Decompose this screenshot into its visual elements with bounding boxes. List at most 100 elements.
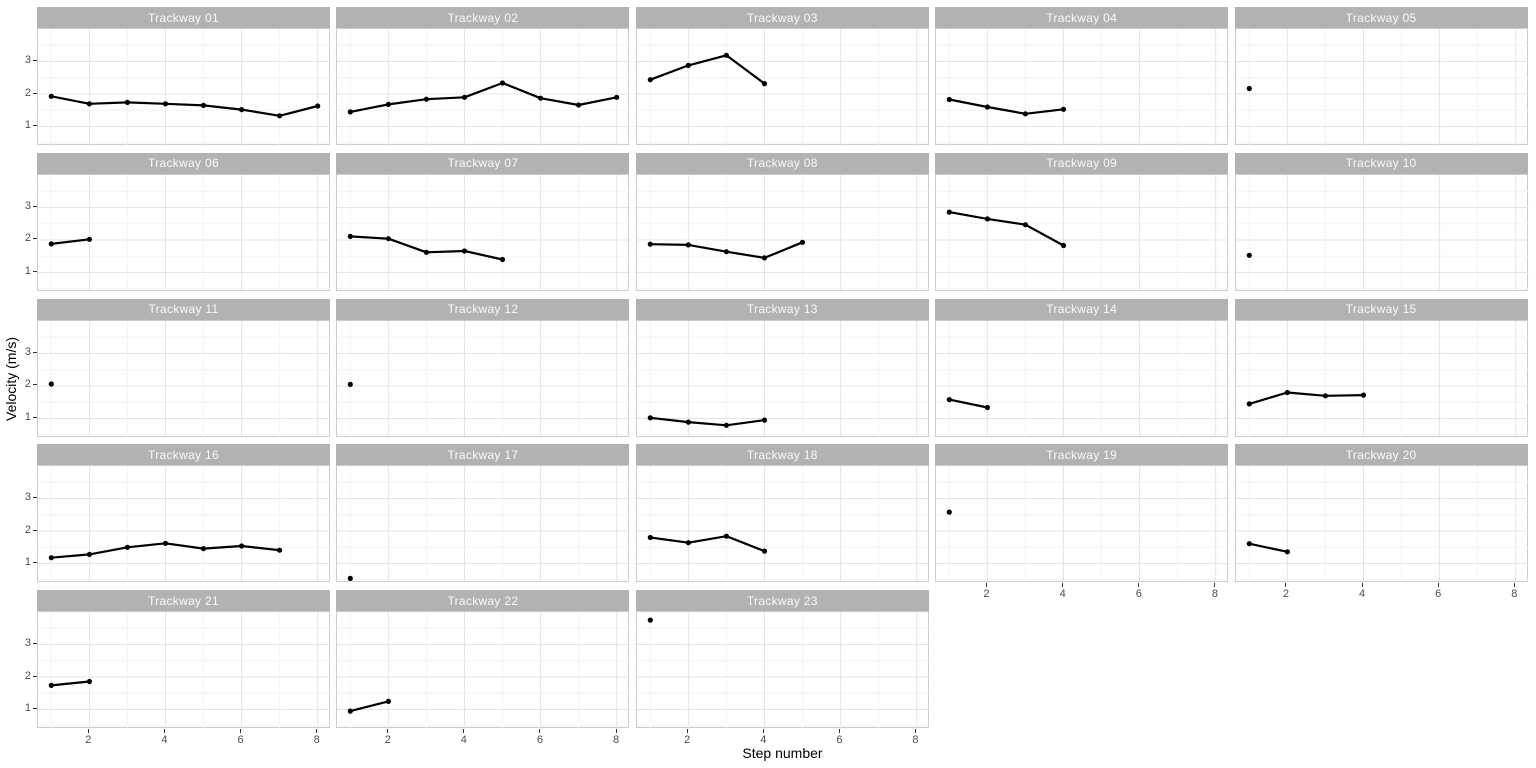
facet-strip: Trackway 07 xyxy=(336,152,630,174)
facet-strip: Trackway 17 xyxy=(336,444,630,466)
data-point xyxy=(647,77,653,83)
facet-strip-label: Trackway 17 xyxy=(447,447,519,462)
data-point xyxy=(1061,242,1067,248)
data-point xyxy=(162,101,169,107)
y-tick-mark xyxy=(33,205,37,207)
data-line xyxy=(648,54,766,85)
data-point xyxy=(647,535,653,541)
data-point xyxy=(685,62,691,68)
data-point xyxy=(685,419,691,425)
data-point xyxy=(86,101,92,107)
data-point xyxy=(614,94,620,100)
facet-panel xyxy=(935,465,1230,584)
facet-panel-svg xyxy=(936,174,1230,292)
data-line xyxy=(50,680,91,687)
data-point xyxy=(984,404,991,410)
data-point xyxy=(462,94,468,100)
y-tick-mark xyxy=(33,351,37,353)
facet-panel-svg xyxy=(636,174,930,292)
data-point xyxy=(200,102,207,108)
y-tick-mark xyxy=(33,643,37,645)
data-point xyxy=(424,96,430,102)
facet-panel xyxy=(635,611,930,730)
x-tick-mark xyxy=(387,729,389,733)
y-tick-label: 3 xyxy=(24,54,31,66)
x-tick-mark xyxy=(1513,583,1515,587)
data-point xyxy=(761,548,767,555)
x-tick-label: 6 xyxy=(1435,588,1442,601)
y-tick-label: 2 xyxy=(24,378,31,391)
data-point xyxy=(86,552,92,558)
x-tick-mark xyxy=(914,729,916,733)
y-axis-title: Velocity (m/s) xyxy=(3,336,19,421)
data-point xyxy=(48,241,54,247)
data-point xyxy=(48,93,54,99)
y-tick-mark xyxy=(33,125,37,126)
data-point xyxy=(1284,389,1290,395)
x-tick-label: 4 xyxy=(1359,588,1366,601)
facet-panel xyxy=(37,173,331,292)
data-line xyxy=(1247,542,1289,554)
y-tick-mark xyxy=(33,708,37,710)
data-point xyxy=(761,255,767,261)
x-tick-label: 4 xyxy=(1059,588,1066,601)
x-tick-mark xyxy=(1361,583,1363,587)
facet-strip: Trackway 05 xyxy=(1234,7,1528,28)
x-tick-label: 2 xyxy=(684,734,691,747)
facet-panel-svg xyxy=(936,466,1230,584)
facet-panel-svg xyxy=(1235,174,1529,292)
facet-strip: Trackway 13 xyxy=(635,298,929,320)
facet-panel xyxy=(1234,465,1529,584)
data-point xyxy=(386,235,392,242)
y-tick-label: 3 xyxy=(24,199,31,212)
data-point xyxy=(1246,400,1252,407)
data-point xyxy=(647,414,653,420)
data-point xyxy=(1360,392,1366,398)
facet-strip: Trackway 08 xyxy=(635,152,929,174)
facet-panel-svg xyxy=(38,466,331,584)
data-line xyxy=(648,416,766,426)
facet-strip-label: Trackway 16 xyxy=(148,447,219,462)
facet-strip: Trackway 22 xyxy=(336,590,630,612)
facet-strip: Trackway 14 xyxy=(935,298,1229,320)
facet-strip-label: Trackway 12 xyxy=(447,302,519,317)
facet-strip: Trackway 04 xyxy=(935,7,1229,28)
y-tick-mark xyxy=(33,238,37,240)
y-tick-mark xyxy=(33,497,37,499)
facet-panel-svg xyxy=(1235,466,1529,584)
facet-strip-label: Trackway 21 xyxy=(148,593,219,608)
facet-strip-label: Trackway 10 xyxy=(1345,156,1417,171)
data-point xyxy=(1246,85,1252,92)
data-point xyxy=(946,96,953,103)
data-point xyxy=(761,417,767,423)
y-tick-mark xyxy=(33,384,37,386)
y-tick-label: 2 xyxy=(24,523,31,536)
data-point xyxy=(48,555,54,561)
data-point xyxy=(86,236,92,242)
data-point xyxy=(162,541,169,547)
x-tick-mark xyxy=(1062,583,1064,587)
data-point xyxy=(538,95,544,101)
y-tick-label: 2 xyxy=(24,232,31,245)
data-point xyxy=(723,248,729,255)
data-point xyxy=(124,99,130,105)
facet-panel-svg xyxy=(936,320,1230,438)
data-point xyxy=(761,81,767,87)
facet-strip: Trackway 10 xyxy=(1234,152,1528,174)
facet-panel-svg xyxy=(337,466,631,584)
facet-strip-label: Trackway 04 xyxy=(1046,10,1118,25)
facet-panel-svg xyxy=(936,29,1230,146)
data-line xyxy=(50,95,319,117)
x-tick-label: 2 xyxy=(1282,588,1290,601)
facet-panel-svg xyxy=(38,320,331,438)
facet-panel xyxy=(1234,319,1529,438)
data-point xyxy=(315,103,321,109)
data-point xyxy=(239,543,245,549)
data-point xyxy=(1061,106,1067,112)
y-tick-label: 2 xyxy=(24,86,31,99)
facet-strip: Trackway 06 xyxy=(37,152,330,174)
data-point xyxy=(48,682,54,689)
x-tick-mark xyxy=(1214,583,1216,587)
x-tick-mark xyxy=(615,729,617,733)
